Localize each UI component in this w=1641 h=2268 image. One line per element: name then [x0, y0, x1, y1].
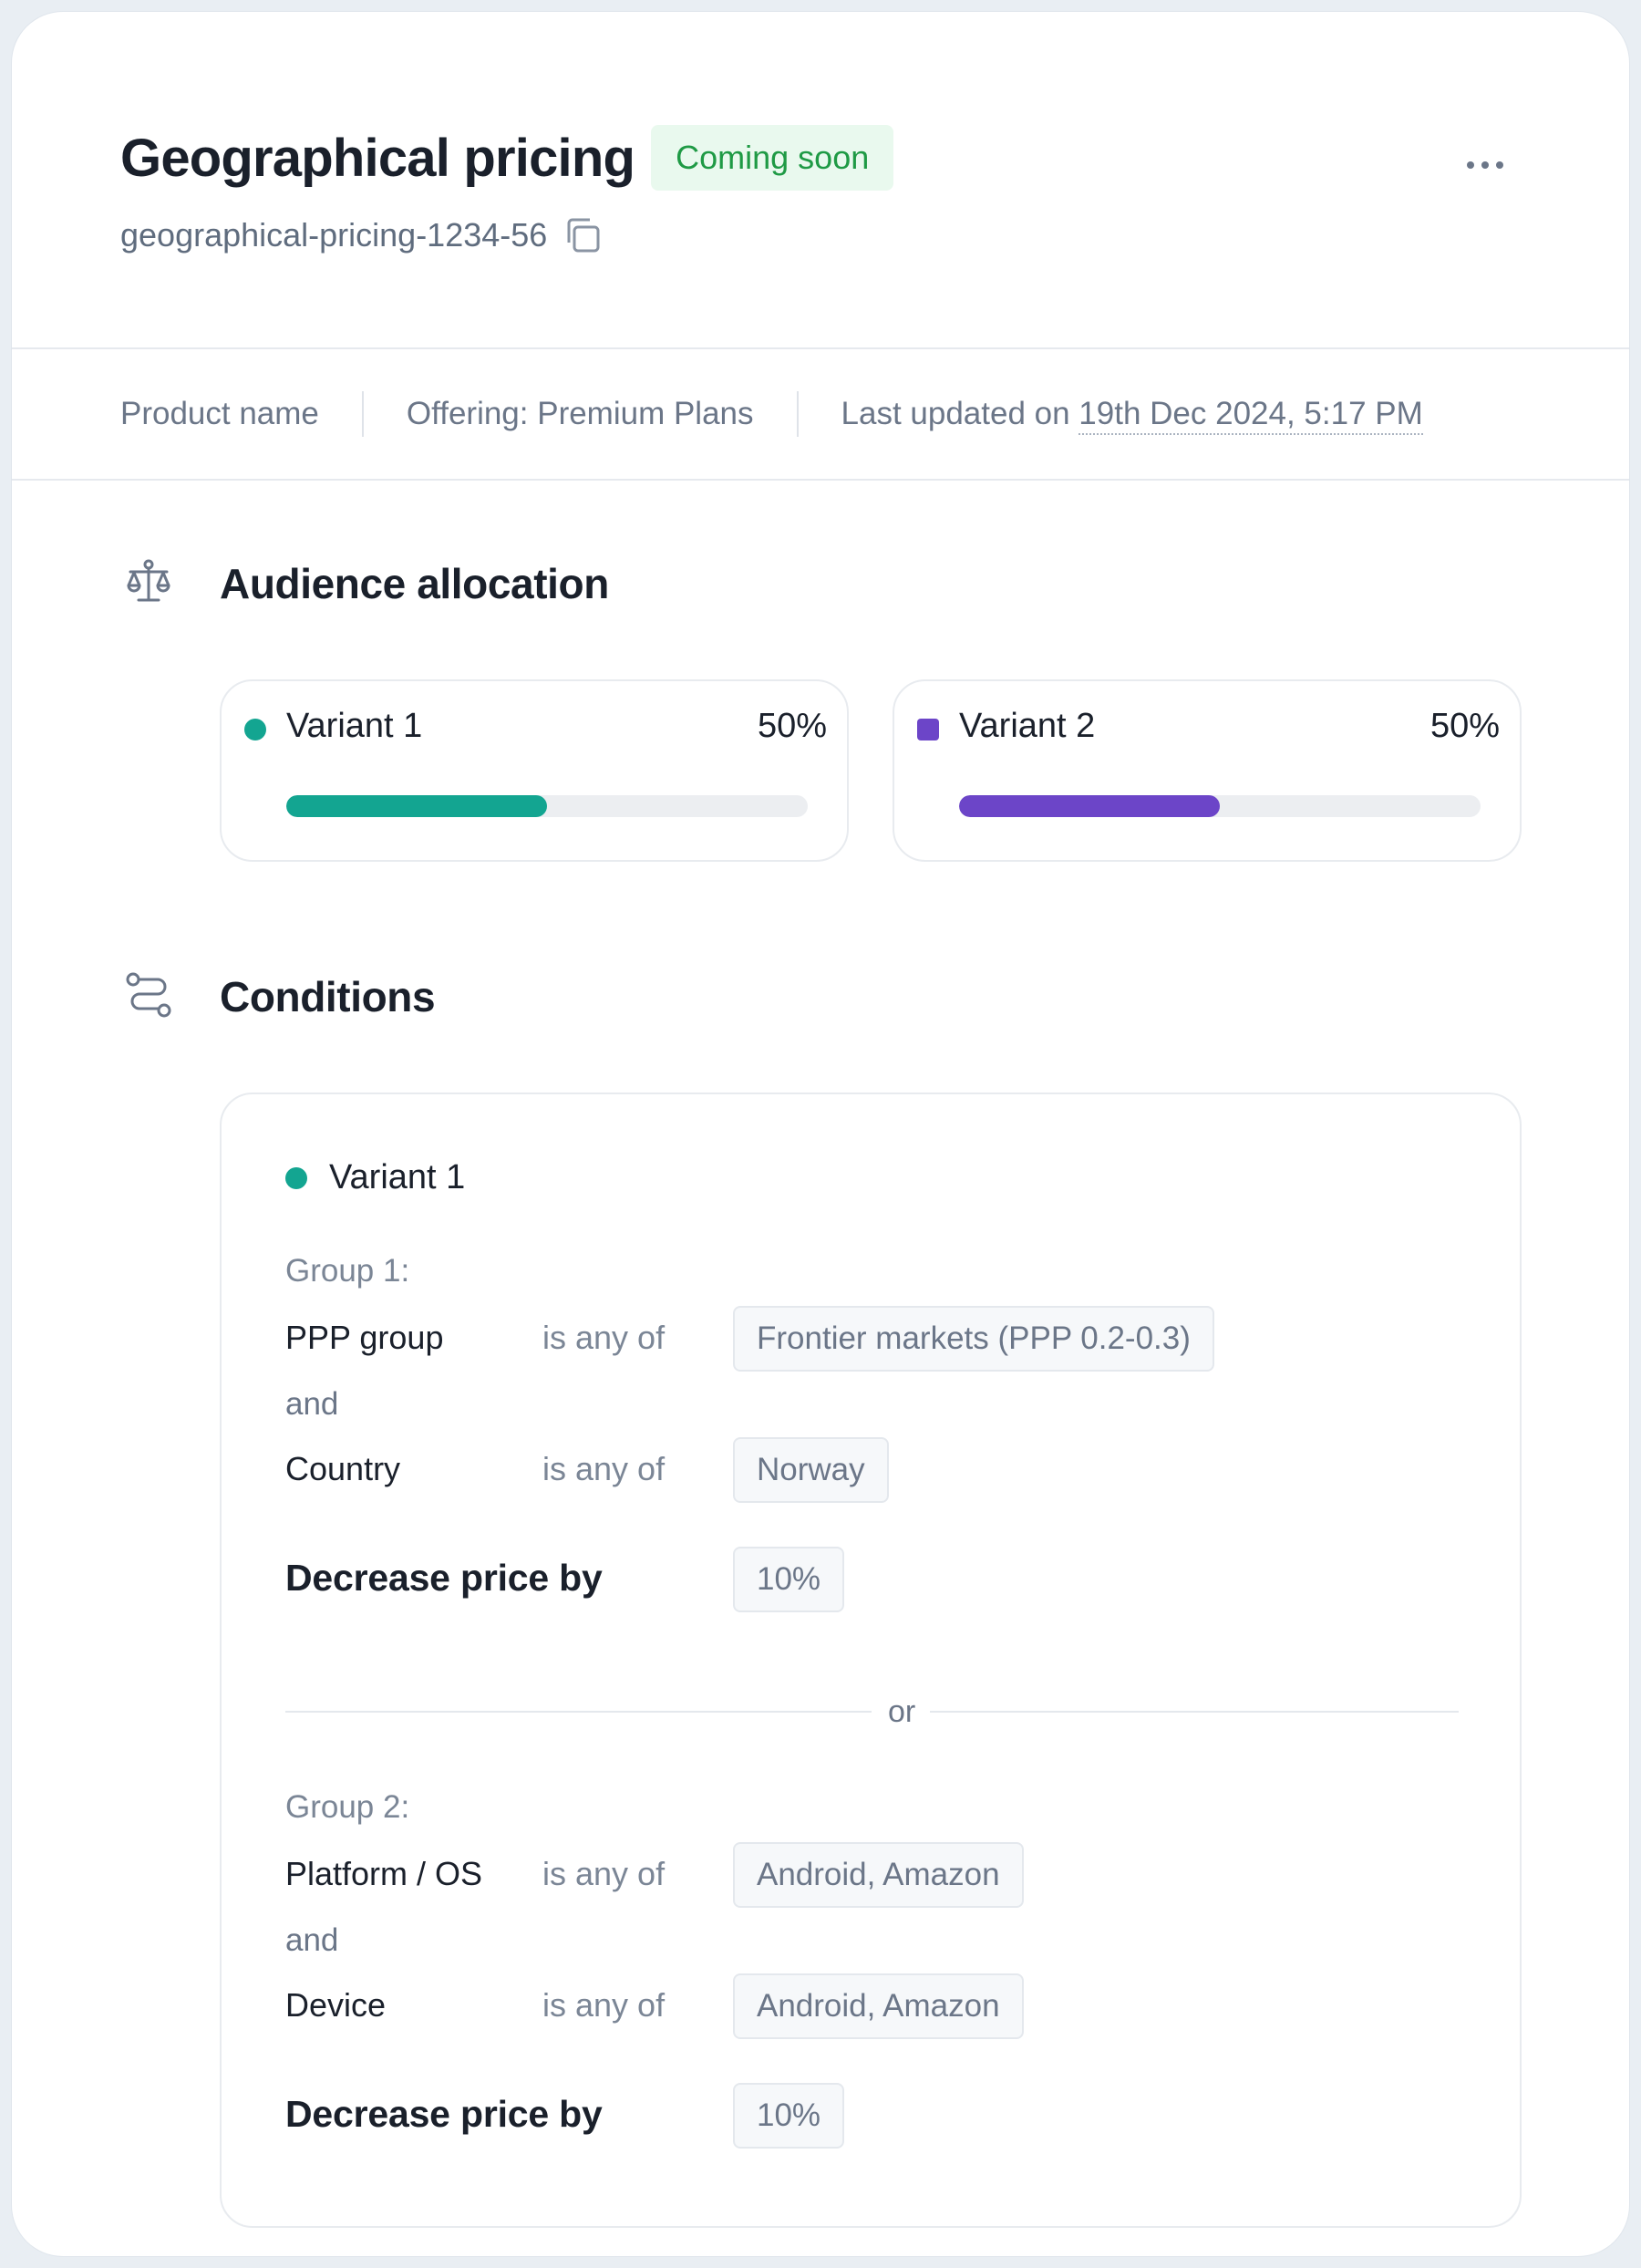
rule-operator: is any of — [542, 1450, 666, 1487]
page-title: Geographical pricing — [120, 128, 635, 188]
last-updated: Last updated on 19th Dec 2024, 5:17 PM — [841, 396, 1423, 435]
status-badge: Coming soon — [651, 125, 894, 191]
rule-value-chip[interactable]: Norway — [733, 1437, 889, 1503]
or-label: or — [888, 1694, 916, 1729]
variant-2-square — [917, 719, 939, 740]
variant-percent: 50% — [757, 707, 827, 745]
rule-attribute: Country — [285, 1450, 401, 1487]
scale-icon — [123, 556, 174, 607]
rule-attribute: Platform / OS — [285, 1855, 483, 1892]
rule-attribute: PPP group — [285, 1319, 444, 1356]
rule-operator: is any of — [542, 1986, 666, 2024]
variant-allocation-card[interactable]: Variant 1 50% — [220, 679, 849, 862]
variant-1-dot — [285, 1166, 307, 1189]
last-updated-date[interactable]: 19th Dec 2024, 5:17 PM — [1079, 396, 1423, 435]
product-name: Product name — [120, 396, 319, 431]
rule-value-chip[interactable]: Android, Amazon — [733, 1842, 1024, 1908]
more-dot — [1496, 161, 1503, 169]
page-header: Geographical pricing Coming soon geograp… — [12, 12, 1629, 349]
last-updated-prefix: Last updated on — [841, 396, 1079, 431]
rule-operator: is any of — [542, 1855, 666, 1892]
detail-card: Geographical pricing Coming soon geograp… — [12, 12, 1629, 2256]
more-dot — [1481, 161, 1489, 169]
condition-variant-label: Variant 1 — [329, 1158, 466, 1196]
group-label: Group 1: — [285, 1253, 410, 1289]
condition-variant: Variant 1 — [285, 1158, 465, 1197]
or-divider-right — [930, 1711, 1459, 1713]
meta-divider — [796, 391, 799, 437]
allocation-track — [959, 795, 1481, 817]
allocation-track — [286, 795, 808, 817]
rule-value-chip[interactable]: Android, Amazon — [733, 1973, 1024, 2039]
group-label: Group 2: — [285, 1789, 410, 1825]
rule-operator: is any of — [542, 1319, 666, 1356]
audience-title: Audience allocation — [220, 560, 609, 607]
or-divider-left — [285, 1711, 872, 1713]
more-icon[interactable] — [1460, 149, 1511, 181]
variant-percent: 50% — [1429, 707, 1500, 745]
allocation-fill — [286, 795, 547, 817]
conditions-title: Conditions — [220, 973, 436, 1020]
route-icon — [123, 969, 174, 1020]
action-label: Decrease price by — [285, 1557, 603, 1599]
slug-text: geographical-pricing-1234-56 — [120, 216, 548, 254]
conditions-card: Variant 1 Group 1: PPP group is any of F… — [220, 1093, 1522, 2228]
offering: Offering: Premium Plans — [406, 396, 754, 431]
variant-name: Variant 1 — [286, 707, 423, 745]
rule-attribute: Device — [285, 1986, 387, 2024]
copy-icon[interactable] — [562, 214, 604, 256]
meta-bar: Product name Offering: Premium Plans Las… — [12, 349, 1629, 481]
action-value-chip[interactable]: 10% — [733, 1547, 845, 1612]
variant-allocation-card[interactable]: Variant 2 50% — [893, 679, 1522, 862]
rule-connector: and — [285, 1386, 339, 1422]
variant-1-dot — [244, 719, 266, 740]
more-dot — [1467, 161, 1474, 169]
action-label: Decrease price by — [285, 2093, 603, 2135]
allocation-fill — [959, 795, 1220, 817]
meta-divider — [361, 391, 364, 437]
variant-name: Variant 2 — [959, 707, 1096, 745]
action-value-chip[interactable]: 10% — [733, 2083, 845, 2149]
rule-value-chip[interactable]: Frontier markets (PPP 0.2-0.3) — [733, 1306, 1214, 1372]
slug-row: geographical-pricing-1234-56 — [120, 214, 604, 256]
rule-connector: and — [285, 1922, 339, 1958]
title-row: Geographical pricing Coming soon — [120, 125, 894, 191]
